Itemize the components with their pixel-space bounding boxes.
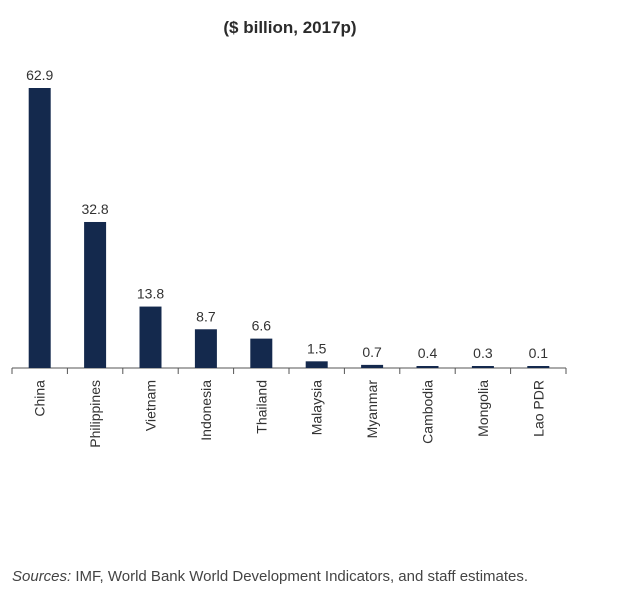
category-label: Malaysia [309, 380, 325, 435]
bar [361, 364, 384, 368]
source-prefix: Sources: [12, 568, 72, 585]
data-label: 8.7 [196, 308, 216, 324]
data-label: 0.3 [473, 345, 493, 361]
data-label: 0.7 [362, 344, 382, 360]
data-label: 1.5 [307, 340, 327, 356]
bar [28, 88, 51, 368]
bar [471, 366, 494, 368]
bar [527, 366, 550, 368]
bar-chart: 62.9 China 32.8 Philippines 13.8 Vietnam 8.7 In… [11, 67, 567, 448]
category-label: China [32, 380, 48, 417]
bar [84, 221, 107, 368]
bar [250, 338, 273, 368]
source-text: IMF, World Bank World Development Indica… [71, 568, 529, 585]
data-label: 0.4 [418, 345, 438, 361]
category-label: Cambodia [420, 380, 436, 444]
data-label: 0.1 [529, 345, 549, 361]
category-label: Thailand [253, 380, 269, 434]
bar [194, 329, 217, 368]
category-label: Indonesia [198, 380, 214, 441]
category-label: Philippines [87, 380, 103, 448]
bar [305, 361, 328, 368]
category-label: Lao PDR [530, 380, 546, 437]
bar [139, 306, 162, 368]
bar [416, 366, 439, 368]
data-label: 62.9 [26, 67, 53, 83]
source-note: Sources: IMF, World Bank World Developme… [12, 568, 528, 585]
chart-title: ($ billion, 2017p) [223, 18, 357, 37]
data-label: 13.8 [137, 286, 164, 302]
category-label: Mongolia [475, 380, 491, 437]
data-label: 32.8 [81, 201, 108, 217]
category-label: Myanmar [364, 380, 380, 439]
data-label: 6.6 [252, 318, 272, 334]
category-label: Vietnam [143, 380, 159, 431]
